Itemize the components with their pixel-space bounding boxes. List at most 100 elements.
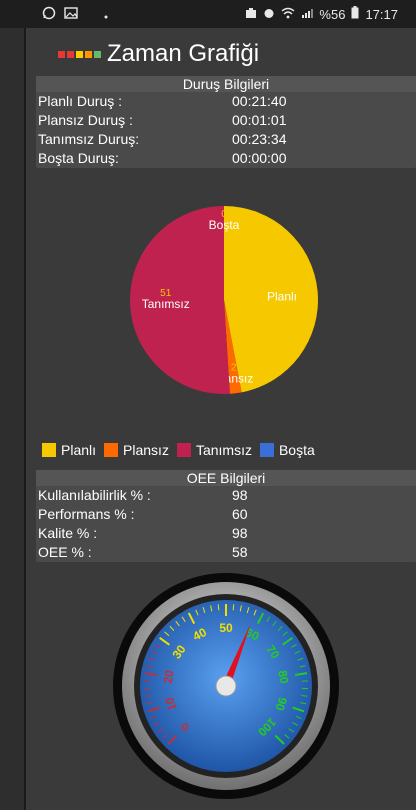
- gauge-hub: [215, 675, 237, 697]
- gauge-tick: [187, 612, 196, 625]
- gauge-tick: [164, 631, 170, 637]
- durus-row: Planlı Duruş : 00:21:40: [36, 92, 416, 111]
- durus-value: 00:00:00: [232, 150, 287, 166]
- app-frame: Zaman Grafiği Duruş Bilgileri Planlı Dur…: [24, 28, 416, 810]
- gauge-tick: [253, 609, 257, 616]
- durus-panel-title: Duruş Bilgileri: [36, 76, 416, 92]
- durus-label: Boşta Duruş:: [38, 150, 119, 166]
- oee-label: OEE % :: [38, 544, 92, 560]
- gauge-tick: [272, 620, 277, 627]
- durus-label: Plansız Duruş :: [38, 112, 133, 128]
- gauge-tick: [155, 643, 161, 648]
- pie-legend: Planlı Plansız Tanımsız Boşta: [42, 442, 315, 458]
- durus-value: 00:01:01: [232, 112, 287, 128]
- gauge-tick: [274, 734, 285, 745]
- oee-panel-title: OEE Bilgileri: [36, 470, 416, 486]
- oee-row: Kullanılabilirlik % : 98: [36, 486, 416, 505]
- gauge-tick: [266, 616, 271, 623]
- gauge-tick: [175, 620, 180, 627]
- gauge-tick: [153, 722, 160, 726]
- gauge-tick: [294, 672, 308, 677]
- gauge-tick: [294, 650, 301, 655]
- gauge-tick: [195, 609, 199, 616]
- legend-label: Plansız: [123, 442, 169, 458]
- oee-panel: OEE Bilgileri Kullanılabilirlik % : 98 Pe…: [36, 470, 416, 562]
- pie-value-label: 47: [276, 281, 288, 292]
- gauge-tick-label: 20: [161, 669, 177, 685]
- durus-panel: Duruş Bilgileri Planlı Duruş : 00:21:40 P…: [36, 76, 416, 168]
- gauge-tick: [277, 625, 283, 631]
- legend-label: Tanımsız: [195, 442, 252, 458]
- gauge-tick-label: 80: [275, 669, 291, 685]
- oee-value: 98: [232, 487, 248, 503]
- durus-label: Planlı Duruş :: [38, 93, 123, 109]
- logo-swatches: [58, 50, 101, 58]
- pie-slice-label: Boşta: [209, 218, 240, 232]
- pie-value-label: 2: [231, 362, 237, 373]
- pie-value-label: 0: [221, 209, 227, 220]
- whatsapp-icon: [42, 6, 56, 23]
- gauge-tick: [232, 604, 235, 611]
- gauge-tick: [162, 734, 168, 739]
- gauge-tick: [292, 706, 305, 713]
- gauge-tick: [169, 625, 175, 631]
- gauge-tick: [202, 607, 206, 614]
- durus-value: 00:21:40: [232, 93, 287, 109]
- gauge-tick: [151, 650, 158, 655]
- gauge-tick: [288, 728, 295, 733]
- oee-value: 60: [232, 506, 248, 522]
- oee-value: 58: [232, 544, 248, 560]
- gallery-icon: [64, 7, 78, 22]
- oee-value: 98: [232, 525, 248, 541]
- gauge-tick: [295, 715, 302, 720]
- gauge-tick: [148, 657, 155, 661]
- page-title: Zaman Grafiği: [107, 40, 260, 67]
- oee-label: Performans % :: [38, 506, 135, 522]
- gauge-tick-label: 10: [162, 695, 180, 712]
- gauge-tick: [146, 665, 153, 668]
- legend-label: Boşta: [278, 442, 315, 458]
- status-bar: %56 17:17: [0, 0, 416, 28]
- pie-value-label: 51: [160, 288, 172, 299]
- oee-label: Kullanılabilirlik % :: [38, 487, 151, 503]
- gauge-tick: [239, 605, 242, 612]
- signal-icon: [301, 7, 314, 22]
- gauge-tick: [147, 706, 160, 713]
- gauge-needle: [222, 622, 252, 688]
- pie-slice-1: [224, 300, 242, 394]
- pie-slice-label: Planlı: [267, 290, 297, 304]
- gauge-tick: [291, 643, 297, 648]
- gauge-tick: [284, 734, 290, 739]
- durus-label: Tanımsız Duruş:: [38, 131, 140, 147]
- durus-value: 00:23:34: [232, 131, 287, 147]
- notification-dot-icon: [104, 7, 108, 22]
- gauge-tick: [144, 695, 151, 697]
- oee-label: Kalite % :: [38, 525, 98, 541]
- durus-row: Tanımsız Duruş: 00:23:34: [36, 130, 416, 149]
- legend-item-tanimsiz: Tanımsız: [176, 442, 252, 458]
- gauge-tick: [217, 604, 220, 611]
- sync-icon: [245, 7, 257, 22]
- gauge-tick: [282, 631, 288, 637]
- swatch: [85, 50, 92, 58]
- gauge-tick: [246, 607, 250, 614]
- gauge-tick: [167, 734, 178, 745]
- oee-row: Kalite % : 98: [36, 524, 416, 543]
- pie-slice-label: Tanımsız: [142, 297, 190, 311]
- durus-row: Plansız Duruş : 00:01:01: [36, 111, 416, 130]
- durus-row: Boşta Duruş: 00:00:00: [36, 149, 416, 168]
- gauge-tick: [144, 672, 158, 677]
- gauge-tick: [157, 728, 164, 733]
- oee-row: Performans % : 60: [36, 505, 416, 524]
- legend-swatch: [259, 443, 274, 457]
- gauge-tick: [282, 636, 293, 646]
- oee-row: OEE % : 58: [36, 543, 416, 562]
- gauge-tick: [292, 722, 299, 726]
- legend-item-plansiz: Plansız: [104, 442, 169, 458]
- legend-item-planli: Planlı: [42, 442, 96, 458]
- legend-item-bosta: Boşta: [259, 442, 315, 458]
- gauge-tick: [297, 657, 304, 661]
- gauge-tick: [210, 605, 213, 612]
